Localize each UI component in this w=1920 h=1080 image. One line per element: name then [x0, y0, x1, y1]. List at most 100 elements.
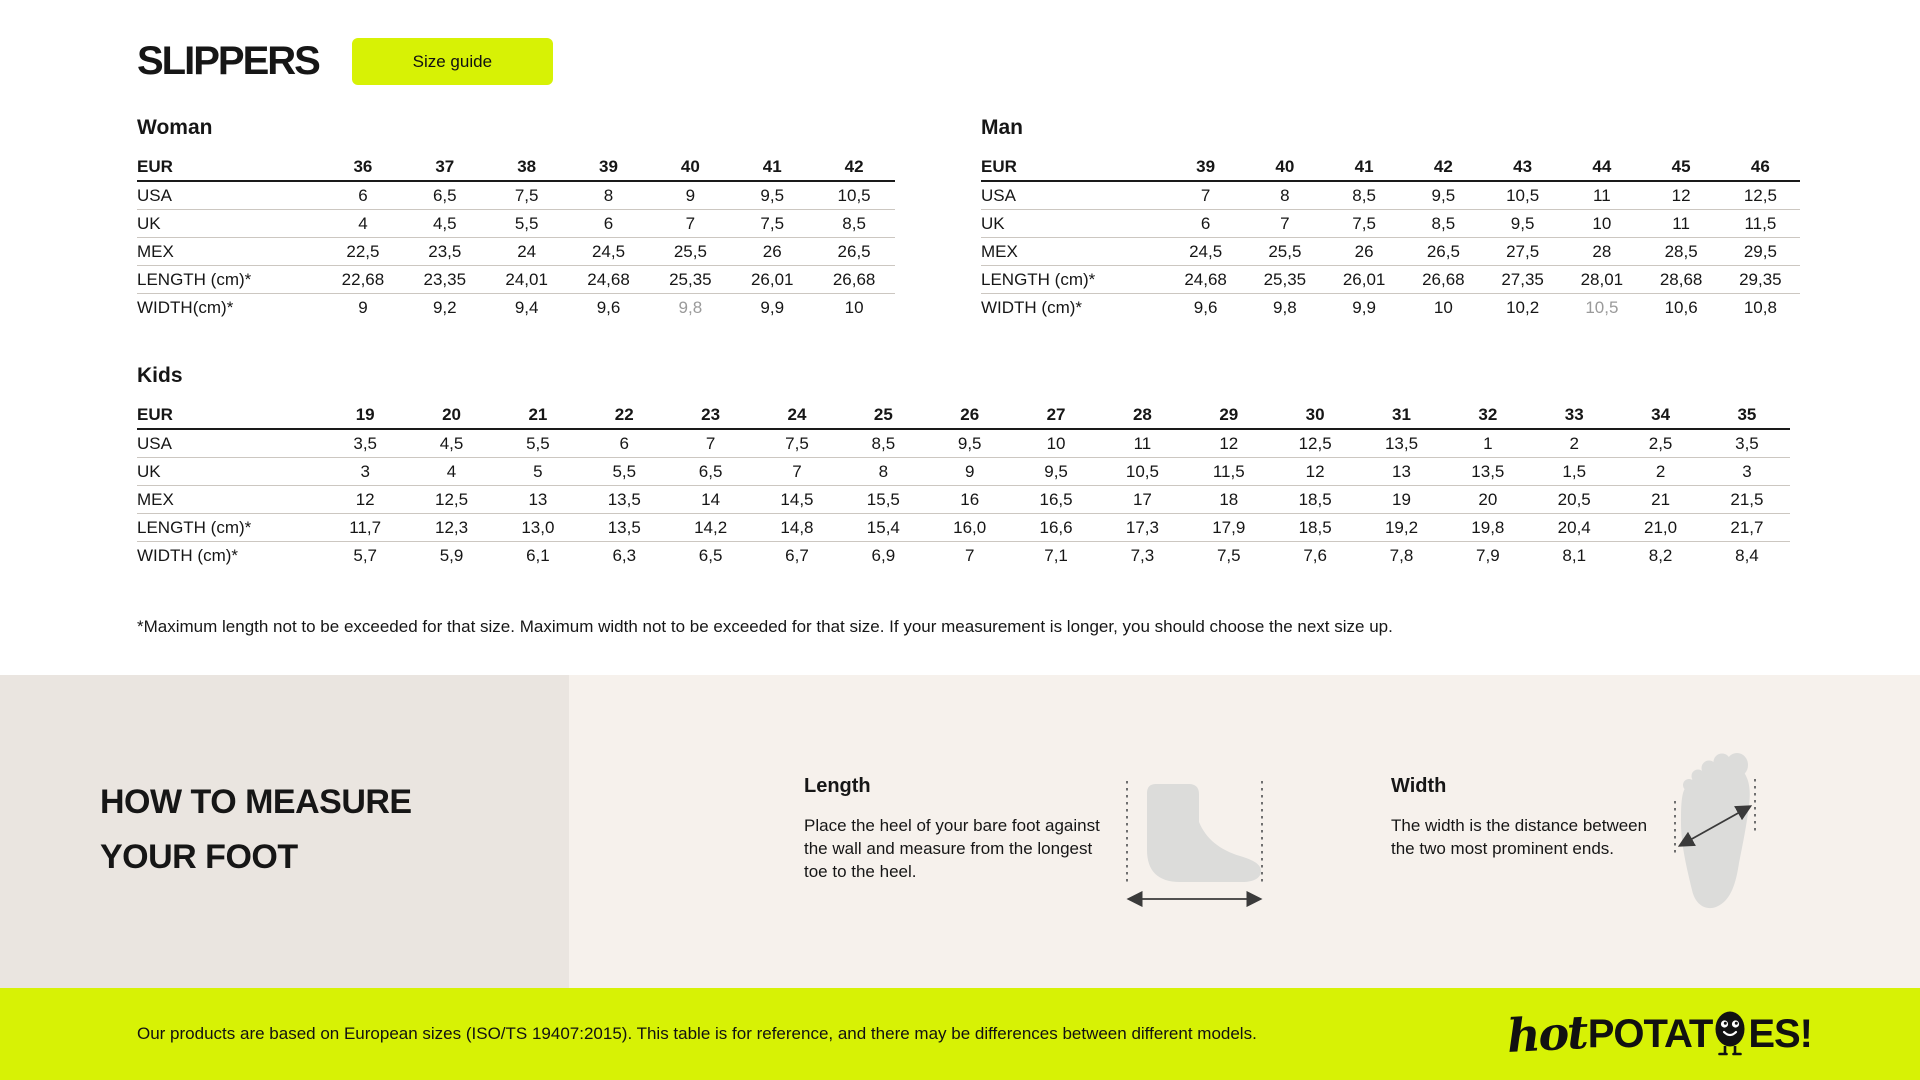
size-value: 19	[355, 405, 375, 424]
size-value: 8,4	[1735, 546, 1759, 565]
width-instruction-block: Width The width is the distance between …	[1391, 775, 1663, 860]
measure-instructions-panel: Length Place the heel of your bare foot …	[569, 675, 1920, 988]
size-value: 24	[517, 241, 537, 261]
size-value: 19,2	[1384, 517, 1419, 537]
size-value: 42	[844, 157, 864, 176]
size-value: 6,7	[785, 546, 809, 565]
size-value: 46	[1750, 157, 1770, 176]
table-row: WIDTH(cm)* 9 9,2 9,4 9,6 9,8 9,9 10	[137, 294, 895, 322]
width-title: Width	[1391, 775, 1447, 797]
size-value: 12,3	[434, 517, 469, 537]
footer-disclaimer: Our products are based on European sizes…	[137, 1024, 1257, 1043]
size-value: 22	[614, 405, 634, 424]
size-value: 7	[1280, 213, 1290, 233]
size-value: 10	[1046, 433, 1066, 453]
size-value: 31	[1392, 405, 1411, 424]
size-value: 6	[358, 185, 368, 205]
size-value: 12	[1219, 433, 1239, 453]
size-value: 8	[603, 185, 614, 205]
size-value: 41	[762, 157, 782, 176]
size-value: 11	[1133, 433, 1152, 453]
table-row: WIDTH (cm)* 5,7 5,9 6,1 6,3 6,5 6,7 6,9 7 7,1 7,3 7…	[137, 542, 1790, 570]
size-value: 12	[1671, 185, 1691, 205]
size-value: 16,6	[1039, 517, 1073, 537]
row-label: EUR	[137, 405, 173, 424]
size-value: 33	[1564, 405, 1584, 424]
page-title: SLIPPERS	[137, 39, 321, 83]
table-row: UK 3 4 5 5,5 6,5 7 8 9 9,5 10,5 11,5 12 13 13,5 1,5 2 3	[137, 458, 1790, 486]
table-row: MEX 22,5 23,5 24 24,5 25,5 26 26,5	[137, 238, 895, 266]
length-instruction-block: Length Place the heel of your bare foot …	[804, 775, 1104, 883]
size-value: 40	[680, 157, 700, 176]
size-value: 44	[1592, 157, 1612, 176]
size-value: 22,5	[346, 241, 380, 261]
size-value: 7,5	[785, 433, 809, 453]
size-guide-button[interactable]: Size guide	[351, 38, 553, 85]
measure-heading-panel: HOW TO MEASURE YOUR FOOT	[0, 675, 569, 988]
size-value: 9,6	[1193, 298, 1218, 317]
size-value: 6,3	[612, 546, 637, 565]
size-value: 13,5	[1384, 433, 1419, 453]
size-value: 13,5	[607, 489, 641, 509]
size-value: 13,5	[1471, 461, 1505, 481]
size-value: 3	[360, 461, 370, 481]
size-value: 5,9	[439, 546, 464, 565]
size-value: 25,5	[1268, 241, 1302, 261]
size-value: 27	[1046, 405, 1066, 424]
size-value: 12,5	[434, 489, 469, 509]
row-label: EUR	[981, 157, 1017, 176]
row-label: USA	[137, 185, 172, 205]
size-value: 21,7	[1730, 517, 1764, 537]
size-value: 36	[353, 157, 373, 176]
size-value: 39	[599, 157, 618, 176]
size-value: 10,6	[1664, 298, 1698, 317]
size-value: 13	[528, 489, 548, 509]
size-value: 19	[1392, 489, 1411, 509]
size-value: 43	[1513, 157, 1533, 176]
page-header: SLIPPERS Size guide	[137, 38, 1920, 85]
table-row: USA 3,5 4,5 5,5 6 7 7,5 8,5 9,5 10 11 12 12,5 13,5 1 2 2…	[137, 430, 1790, 458]
table-row: USA 7 8 8,5 9,5 10,5 11 12 12,5	[981, 182, 1800, 210]
size-value: 9,5	[760, 185, 785, 205]
size-value: 39	[1196, 157, 1216, 176]
size-value: 11	[1593, 185, 1611, 205]
size-value: 7,5	[1352, 213, 1376, 233]
size-value: 7	[964, 546, 975, 565]
size-value: 27,5	[1506, 241, 1540, 261]
row-label: MEX	[981, 241, 1018, 261]
size-value: 5,7	[353, 546, 377, 565]
size-value: 10	[1592, 213, 1612, 233]
row-label: LENGTH (cm)*	[137, 269, 252, 289]
size-value: 15,5	[866, 489, 900, 509]
size-value: 11	[1672, 213, 1690, 233]
size-value: 28,5	[1664, 241, 1698, 261]
size-value: 21,5	[1730, 489, 1764, 509]
size-value: 3,5	[1735, 433, 1759, 453]
size-value: 16,0	[953, 517, 987, 537]
measure-section: HOW TO MEASURE YOUR FOOT Length Place th…	[0, 675, 1920, 988]
size-value: 14,8	[780, 517, 814, 537]
size-value: 10,5	[1125, 461, 1159, 481]
footer-banner: Our products are based on European sizes…	[0, 988, 1920, 1080]
size-value: 35	[1737, 405, 1757, 424]
size-value: 16,5	[1039, 489, 1073, 509]
size-value: 8,5	[1352, 185, 1376, 205]
size-value: 29,5	[1743, 241, 1777, 261]
size-value: 2	[1655, 461, 1666, 481]
size-value: 9,5	[957, 433, 982, 453]
size-value: 10	[844, 298, 864, 317]
table-title-man: Man	[981, 116, 1023, 139]
row-label: UK	[137, 213, 161, 233]
size-value: 21,0	[1644, 517, 1678, 537]
size-value: 15,4	[866, 517, 900, 537]
size-value: 29	[1219, 405, 1239, 424]
size-value: 8,1	[1562, 546, 1587, 565]
size-value: 8	[1280, 185, 1290, 205]
size-value: 24,68	[587, 269, 630, 289]
table-row: EUR 36 37 38 39 40 41 42	[137, 154, 895, 182]
table-row: MEX 24,5 25,5 26 26,5 27,5 28 28,5 29,5	[981, 238, 1800, 266]
size-value: 12	[355, 489, 375, 509]
size-value: 6	[603, 213, 614, 233]
size-value: 25	[873, 405, 893, 424]
woman-size-table: EUR 36 37 38 39 40 41 42 USA 6 6,5 7,5 8 9 9,5 10,5 UK 4 4…	[137, 154, 895, 322]
